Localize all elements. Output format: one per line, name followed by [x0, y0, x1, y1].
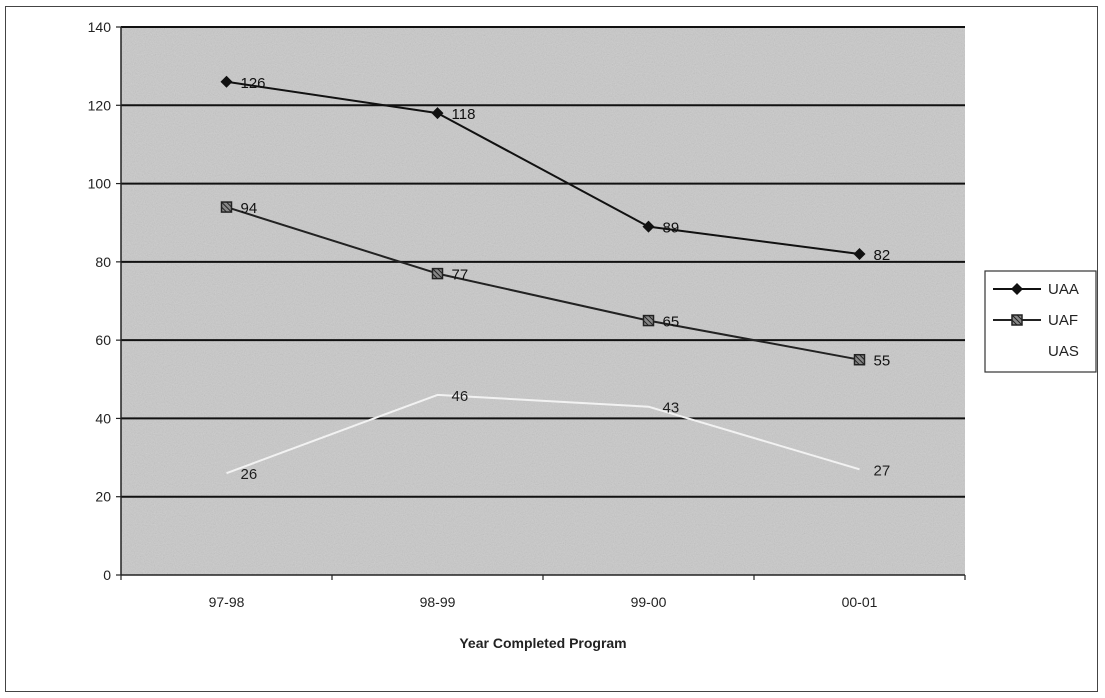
data-label-uaa: 82 — [874, 247, 891, 264]
series-line-uas — [226, 393, 860, 475]
data-label-uas: 43 — [663, 400, 680, 417]
data-label-uaf: 65 — [663, 314, 680, 331]
x-tick-label: 99-00 — [631, 594, 667, 610]
x-axis-title: Year Completed Program — [459, 635, 626, 651]
plot-area — [121, 27, 965, 575]
data-point-uaa — [642, 220, 655, 233]
legend-label-uaa: UAA — [1048, 281, 1079, 298]
data-label-uas: 26 — [241, 466, 258, 483]
data-label-uas: 27 — [874, 462, 891, 479]
data-label-uaf: 94 — [241, 200, 258, 217]
y-tick-label: 140 — [88, 19, 112, 35]
x-tick-label: 97-98 — [209, 594, 245, 610]
data-label-uaf: 77 — [452, 267, 469, 284]
data-label-uaa: 118 — [452, 106, 476, 123]
legend-marker-uaa — [1011, 283, 1023, 295]
data-label-uaa: 89 — [663, 220, 680, 237]
x-tick-label: 98-99 — [420, 594, 456, 610]
y-tick-label: 100 — [88, 176, 112, 192]
data-label-uaa: 126 — [241, 75, 266, 92]
data-label-uas: 46 — [452, 388, 469, 405]
legend-marker-uaf-hatch — [1011, 314, 1023, 326]
y-tick-label: 80 — [95, 254, 111, 270]
y-tick-label: 0 — [103, 567, 111, 583]
legend-box — [984, 270, 1097, 373]
legend-label-uaf: UAF — [1048, 312, 1078, 329]
data-point-uaf-hatch — [221, 201, 232, 213]
series-line-uaf — [226, 206, 860, 361]
y-tick-label: 20 — [95, 489, 111, 505]
x-tick-label: 00-01 — [842, 594, 878, 610]
data-point-uaa — [853, 248, 866, 261]
y-tick-label: 40 — [95, 410, 111, 426]
y-tick-label: 120 — [88, 97, 112, 113]
series-line-uaa — [226, 80, 860, 255]
legend-label-uas: UAS — [1048, 343, 1079, 360]
data-point-uaf-hatch — [643, 315, 654, 326]
data-point-uaa — [220, 75, 233, 88]
data-label-uaf: 55 — [874, 353, 891, 370]
y-tick-label: 60 — [95, 332, 111, 348]
data-point-uaf-hatch — [432, 268, 443, 279]
data-point-uaa — [431, 107, 444, 120]
data-point-uaf-hatch — [854, 354, 865, 366]
